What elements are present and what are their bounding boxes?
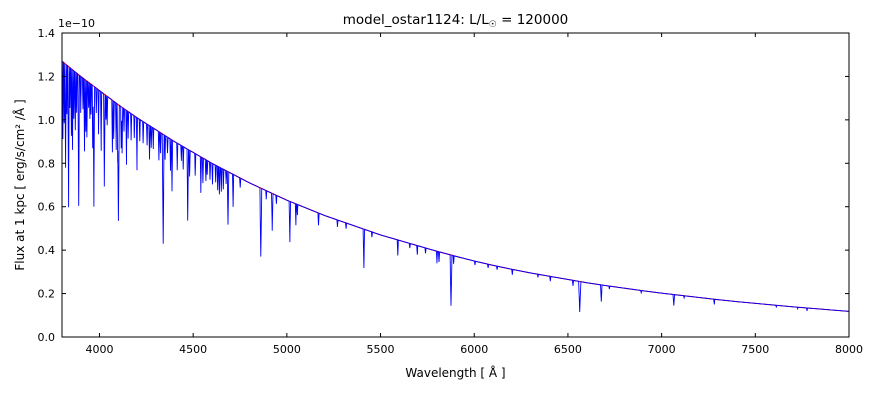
x-tick-label: 8000	[835, 343, 863, 356]
y-tick-label: 0.2	[38, 288, 56, 301]
figure-title-text: model_ostar1124: L/L	[342, 12, 489, 28]
spectrum-line	[61, 60, 850, 313]
y-tick-label: 0.8	[38, 157, 56, 170]
figure-title-suffix: = 120000	[496, 12, 569, 28]
y-axis-label: Flux at 1 kpc [ erg/s/cm² /Å ]	[13, 99, 27, 271]
y-tick-label: 0.6	[38, 201, 56, 214]
y-tick-label: 0.4	[38, 244, 56, 257]
y-axis-offset-text: 1e−10	[58, 17, 95, 30]
y-tick-label: 1.2	[38, 70, 56, 83]
figure-title: model_ostar1124: L/L☉ = 120000	[62, 12, 849, 30]
x-tick-label: 4500	[179, 343, 207, 356]
x-tick-label: 5500	[367, 343, 395, 356]
x-tick-label: 4000	[85, 343, 113, 356]
sun-symbol: ☉	[488, 20, 497, 30]
x-tick-label: 7000	[648, 343, 676, 356]
y-tick-label: 0.0	[38, 331, 56, 344]
axes-frame	[61, 32, 850, 338]
y-tick-label: 1.0	[38, 114, 56, 127]
y-tick-label: 1.4	[38, 27, 56, 40]
x-tick-label: 5000	[273, 343, 301, 356]
continuum-line	[61, 60, 850, 312]
x-tick-label: 6500	[554, 343, 582, 356]
x-tick-label: 7500	[741, 343, 769, 356]
x-axis-label: Wavelength [ Å ]	[405, 366, 506, 380]
x-tick-label: 6000	[460, 343, 488, 356]
